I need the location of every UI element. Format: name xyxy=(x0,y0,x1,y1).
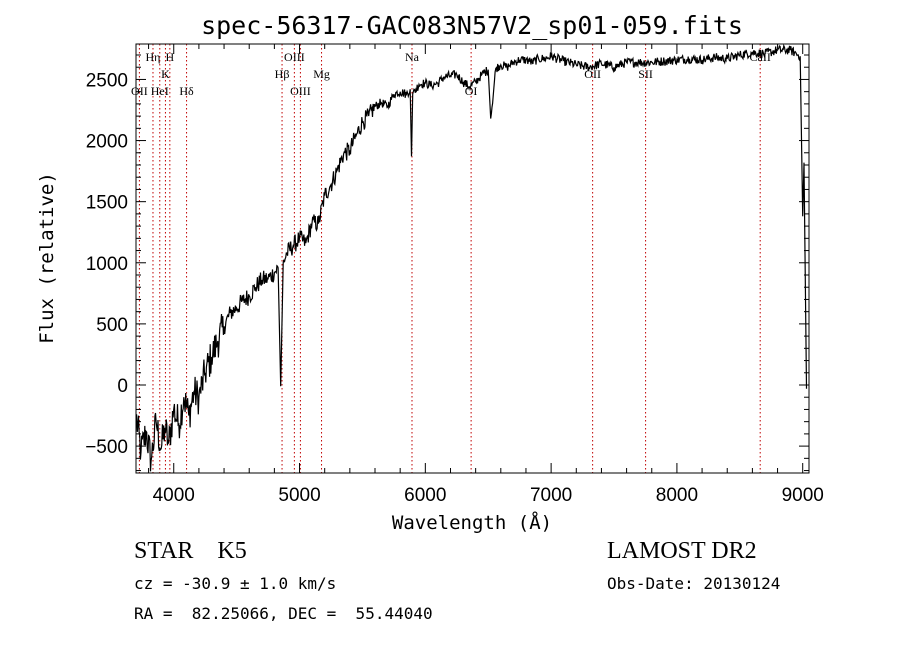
line-label: K xyxy=(161,67,170,81)
x-axis-label: Wavelength (Å) xyxy=(392,511,552,534)
line-label: H xyxy=(166,50,175,64)
x-tick-label: 9000 xyxy=(782,485,824,506)
line-label: HeI xyxy=(151,84,169,98)
line-label: Hδ xyxy=(179,84,194,98)
line-label: Na xyxy=(405,50,420,64)
y-tick-label: 2500 xyxy=(86,70,128,91)
y-tick-label: 0 xyxy=(117,376,128,397)
axis-ticks: 4000 5000 6000 7000 8000 9000 −500 0 500 1000 1500… xyxy=(85,44,824,506)
object-class: STAR K5 xyxy=(134,538,247,564)
ra-dec-coordinates: RA = 82.25066, DEC = 55.44040 xyxy=(134,604,433,623)
line-label: SII xyxy=(638,67,653,81)
line-label: Hη xyxy=(146,50,161,64)
survey-name: LAMOST DR2 xyxy=(607,538,757,564)
y-tick-label: −500 xyxy=(85,437,128,458)
line-label: Hβ xyxy=(275,67,290,81)
x-tick-label: 5000 xyxy=(278,485,320,506)
line-label: OII xyxy=(131,84,148,98)
x-tick-label: 4000 xyxy=(153,485,195,506)
y-tick-label: 2000 xyxy=(86,132,128,153)
y-tick-label: 500 xyxy=(96,315,128,336)
y-axis-label: Flux (relative) xyxy=(36,172,58,344)
chart-title: spec-56317-GAC083N57V2_sp01-059.fits xyxy=(201,11,743,40)
line-label: OIII xyxy=(284,50,305,64)
line-label: OIII xyxy=(290,84,311,98)
y-tick-label: 1500 xyxy=(86,193,128,214)
x-tick-label: 6000 xyxy=(404,485,446,506)
x-tick-label: 7000 xyxy=(530,485,572,506)
redshift-cz: cz = -30.9 ± 1.0 km/s xyxy=(134,574,337,593)
x-tick-label: 8000 xyxy=(656,485,698,506)
y-tick-label: 1000 xyxy=(86,254,128,275)
flux-series-line xyxy=(135,43,808,472)
plot-frame xyxy=(135,43,810,474)
observation-date: Obs-Date: 20130124 xyxy=(607,574,781,593)
line-label: Mg xyxy=(313,67,330,81)
